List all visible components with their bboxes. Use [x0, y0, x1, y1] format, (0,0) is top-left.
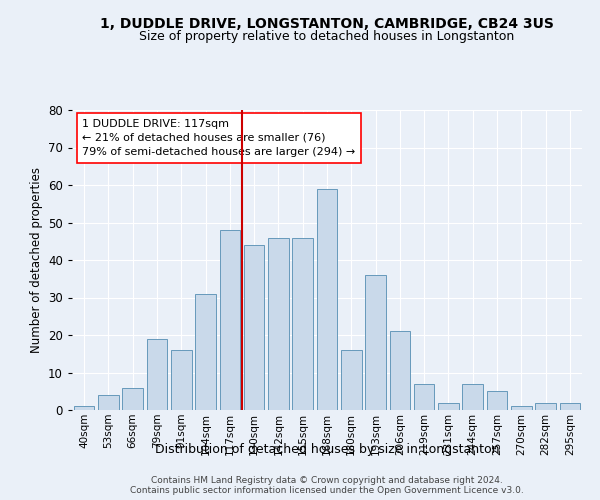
Bar [195, 294, 216, 410]
Bar [244, 245, 265, 410]
Bar [535, 402, 556, 410]
Bar [560, 402, 580, 410]
Text: Contains HM Land Registry data © Crown copyright and database right 2024.: Contains HM Land Registry data © Crown c… [151, 476, 503, 485]
Text: Contains public sector information licensed under the Open Government Licence v3: Contains public sector information licen… [130, 486, 524, 495]
Bar [74, 406, 94, 410]
Bar [341, 350, 362, 410]
Bar [122, 388, 143, 410]
Text: 1, DUDDLE DRIVE, LONGSTANTON, CAMBRIDGE, CB24 3US: 1, DUDDLE DRIVE, LONGSTANTON, CAMBRIDGE,… [100, 18, 554, 32]
Bar [511, 406, 532, 410]
Text: 1 DUDDLE DRIVE: 117sqm
← 21% of detached houses are smaller (76)
79% of semi-det: 1 DUDDLE DRIVE: 117sqm ← 21% of detached… [82, 119, 355, 157]
Bar [268, 238, 289, 410]
Bar [220, 230, 240, 410]
Bar [98, 395, 119, 410]
Text: Distribution of detached houses by size in Longstanton: Distribution of detached houses by size … [155, 444, 499, 456]
Bar [463, 384, 483, 410]
Bar [171, 350, 191, 410]
Bar [389, 331, 410, 410]
Bar [438, 402, 459, 410]
Y-axis label: Number of detached properties: Number of detached properties [29, 167, 43, 353]
Bar [365, 275, 386, 410]
Bar [146, 339, 167, 410]
Text: Size of property relative to detached houses in Longstanton: Size of property relative to detached ho… [139, 30, 515, 43]
Bar [317, 188, 337, 410]
Bar [414, 384, 434, 410]
Bar [487, 391, 508, 410]
Bar [292, 238, 313, 410]
